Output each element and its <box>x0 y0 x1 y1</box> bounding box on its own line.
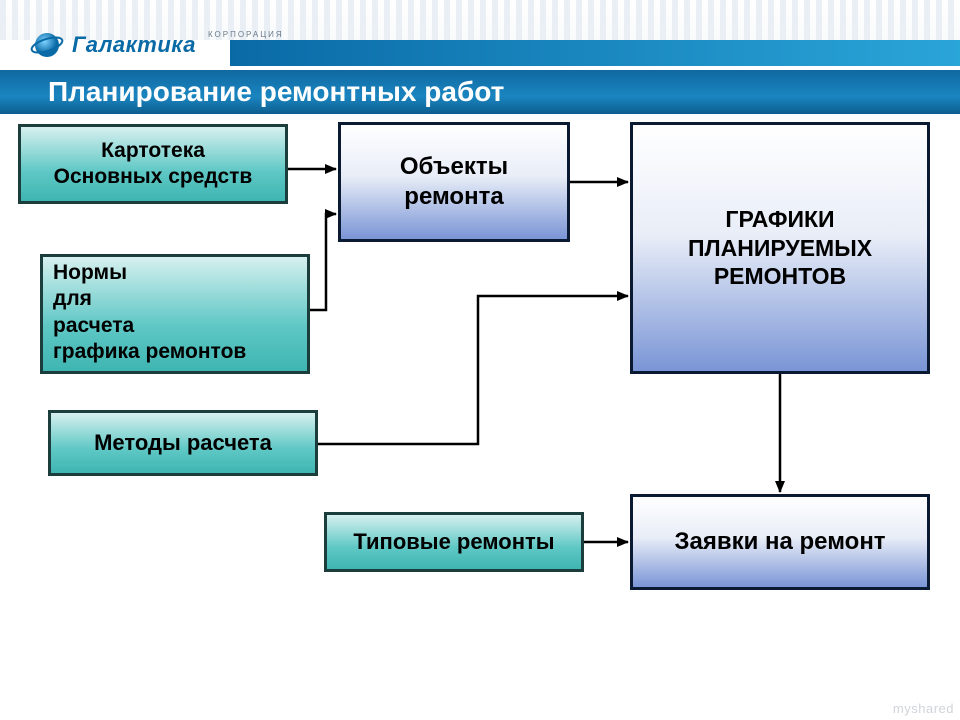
node-tipovye: Типовые ремонты <box>324 512 584 572</box>
slide-root: Галактика КОРПОРАЦИЯ Планирование ремонт… <box>0 0 960 720</box>
node-obyekty: Объекты ремонта <box>338 122 570 242</box>
edge-normy-obyekty <box>310 214 336 310</box>
watermark: myshared <box>893 701 954 716</box>
diagram-canvas: Картотека Основных средств Нормы для расч… <box>0 114 960 720</box>
node-normy: Нормы для расчета графика ремонтов <box>40 254 310 374</box>
node-grafiki: ГРАФИКИ ПЛАНИРУЕМЫХ РЕМОНТОВ <box>630 122 930 374</box>
edge-metody-grafiki <box>318 296 628 444</box>
title-bar: Планирование ремонтных работ <box>0 70 960 114</box>
logo-subtext: КОРПОРАЦИЯ <box>208 30 284 39</box>
node-kartoteka: Картотека Основных средств <box>18 124 288 204</box>
node-metody: Методы расчета <box>48 410 318 476</box>
brand-logo: Галактика КОРПОРАЦИЯ <box>30 28 284 62</box>
logo-text: Галактика <box>72 32 196 58</box>
logo-icon <box>30 28 64 62</box>
node-zayavki: Заявки на ремонт <box>630 494 930 590</box>
page-title: Планирование ремонтных работ <box>48 76 504 108</box>
